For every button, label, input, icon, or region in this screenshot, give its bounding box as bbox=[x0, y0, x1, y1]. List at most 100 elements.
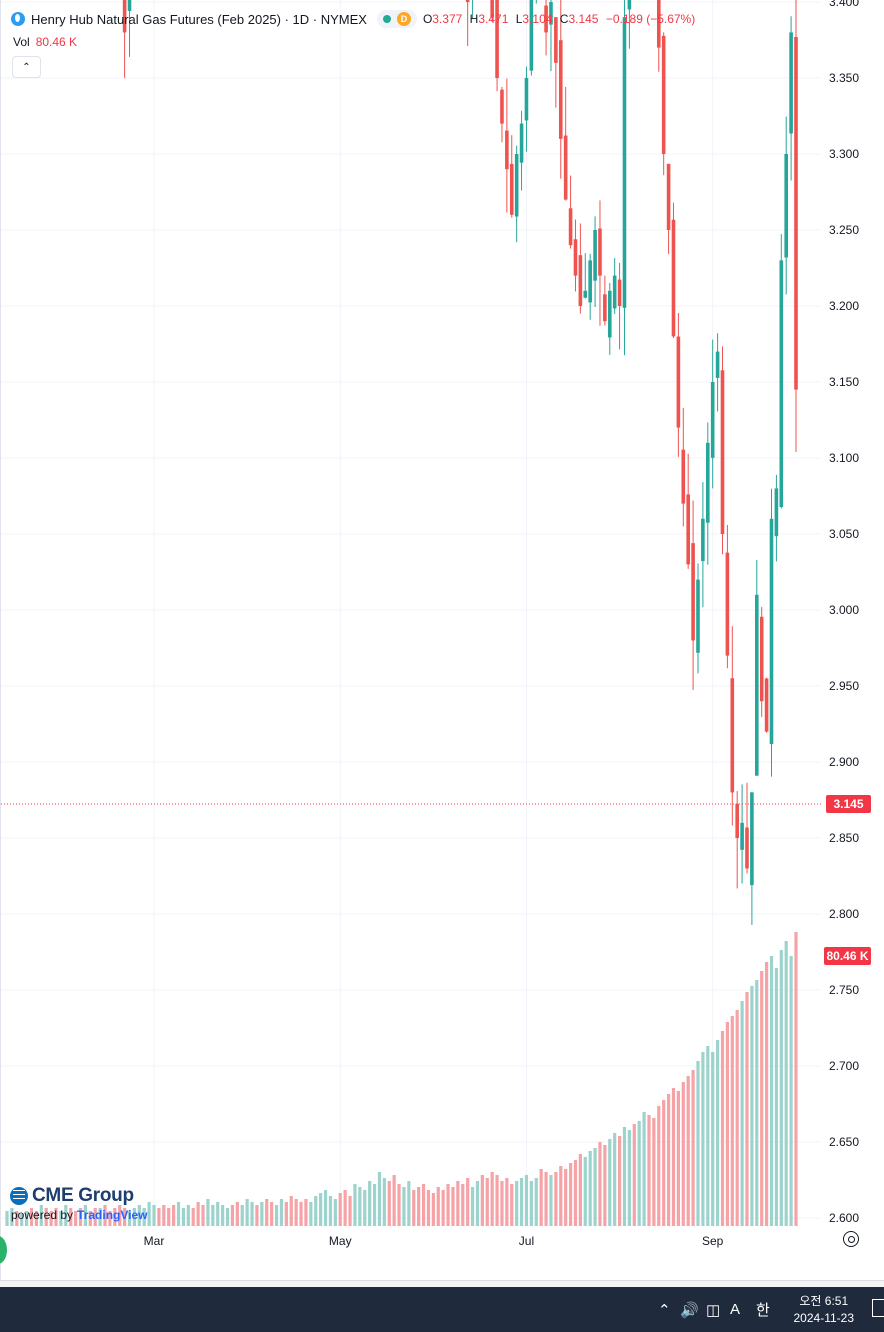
volume-bar bbox=[392, 1175, 396, 1226]
clock-date: 2024-11-23 bbox=[793, 1311, 855, 1325]
market-open-dot-icon bbox=[382, 15, 391, 23]
volume-bar bbox=[779, 950, 783, 1226]
volume-bar bbox=[338, 1193, 342, 1226]
volume-bar bbox=[191, 1208, 195, 1226]
change-value: −0.189 (−5.67%) bbox=[605, 12, 696, 26]
volume-bar bbox=[201, 1205, 205, 1226]
volume-bar bbox=[294, 1199, 298, 1226]
volume-bar bbox=[475, 1181, 480, 1226]
speaker-icon[interactable]: 🔊 bbox=[680, 1301, 699, 1319]
windows-taskbar: ⌃ 🔊 ◫ A 한 오전 6:51 2024-11-23 bbox=[0, 1287, 884, 1332]
volume-bar bbox=[412, 1190, 416, 1226]
candle-body bbox=[558, 40, 563, 139]
volume-bar bbox=[137, 1205, 141, 1226]
volume-bar bbox=[490, 1172, 494, 1226]
volume-bar bbox=[524, 1175, 529, 1226]
candle-body bbox=[715, 351, 720, 378]
cme-logo-text: CME Group bbox=[32, 1185, 134, 1206]
volume-bar bbox=[544, 1172, 548, 1226]
volume-bar bbox=[774, 968, 778, 1226]
side-widget-icon[interactable] bbox=[0, 1236, 7, 1264]
candle-body bbox=[578, 255, 583, 306]
volume-bar bbox=[578, 1154, 582, 1226]
volume-bar bbox=[421, 1184, 426, 1226]
candle-body bbox=[774, 488, 779, 537]
volume-bar bbox=[686, 1076, 690, 1226]
candle-body bbox=[568, 208, 573, 246]
volume-bar bbox=[363, 1190, 367, 1226]
volume-bar bbox=[250, 1202, 254, 1226]
price-tick-label: 2.850 bbox=[829, 831, 859, 845]
volume-bar bbox=[568, 1163, 573, 1226]
volume-bar bbox=[270, 1202, 274, 1226]
volume-bar bbox=[172, 1205, 176, 1226]
tray-chevron-up-icon[interactable]: ⌃ bbox=[658, 1301, 671, 1319]
volume-bar bbox=[25, 1211, 29, 1226]
volume-bar bbox=[10, 1208, 14, 1226]
volume-bar bbox=[495, 1175, 499, 1226]
candlestick-chart[interactable]: 4.1504.1004.0504.0003.9503.9003.8503.800… bbox=[1, 0, 884, 1287]
notification-icon[interactable] bbox=[872, 1299, 884, 1317]
volume-bar bbox=[431, 1193, 435, 1226]
volume-bar bbox=[299, 1202, 303, 1226]
volume-bar bbox=[123, 1208, 127, 1226]
volume-bar bbox=[617, 1136, 622, 1226]
volume-bar bbox=[701, 1052, 705, 1226]
powered-by-tradingview[interactable]: powered by TradingView bbox=[11, 1208, 148, 1222]
candle-body bbox=[754, 594, 759, 776]
volume-bar bbox=[15, 1211, 19, 1226]
candle-body bbox=[779, 260, 784, 507]
candle-body bbox=[627, 0, 632, 10]
last-price-tag: 3.145 bbox=[826, 795, 871, 813]
volume-bar bbox=[461, 1184, 465, 1226]
candle-body bbox=[554, 17, 558, 63]
chart-settings-icon[interactable] bbox=[843, 1231, 859, 1247]
volume-bar bbox=[642, 1112, 646, 1226]
collapse-legend-button[interactable]: ⌃ bbox=[12, 56, 41, 78]
volume-bar bbox=[397, 1184, 401, 1226]
volume-bar bbox=[157, 1208, 161, 1226]
ime-mode[interactable]: A bbox=[730, 1301, 741, 1318]
candle-body bbox=[127, 0, 132, 12]
volume-bar bbox=[216, 1202, 220, 1226]
volume-bar bbox=[304, 1199, 308, 1226]
chart-area[interactable]: 4.1504.1004.0504.0003.9503.9003.8503.800… bbox=[0, 0, 884, 1287]
candle-body bbox=[794, 36, 798, 390]
market-status-pill[interactable]: D bbox=[376, 10, 417, 28]
volume-bar bbox=[740, 1001, 744, 1226]
volume-bar bbox=[382, 1178, 386, 1226]
candle-body bbox=[617, 279, 622, 306]
volume-bar bbox=[730, 1016, 734, 1226]
time-tick-label: May bbox=[329, 1234, 352, 1248]
price-tick-label: 3.400 bbox=[829, 0, 859, 9]
volume-bar bbox=[167, 1208, 171, 1226]
price-tick-label: 2.900 bbox=[829, 755, 859, 769]
price-tick-label: 3.300 bbox=[829, 147, 859, 161]
volume-bar bbox=[235, 1202, 239, 1226]
symbol-logo-icon bbox=[11, 12, 25, 26]
ime-pad-icon[interactable]: ◫ bbox=[706, 1301, 721, 1319]
time-tick-label: Sep bbox=[702, 1234, 724, 1248]
cme-group-logo[interactable]: CME Group bbox=[10, 1185, 134, 1207]
candle-body bbox=[588, 260, 592, 303]
candle-body bbox=[720, 370, 725, 534]
volume-bar bbox=[564, 1169, 568, 1226]
candle-body bbox=[549, 2, 553, 25]
volume-bar bbox=[583, 1157, 587, 1226]
candle-body bbox=[122, 0, 127, 33]
price-tick-label: 2.750 bbox=[829, 983, 859, 997]
ime-korean[interactable]: 한 bbox=[756, 1302, 770, 1319]
candle-body bbox=[676, 336, 681, 428]
taskbar-clock[interactable]: 오전 6:51 2024-11-23 bbox=[794, 1293, 855, 1327]
candle-body bbox=[622, 17, 627, 308]
candle-body bbox=[759, 616, 764, 702]
volume-bar bbox=[211, 1205, 215, 1226]
volume-bar bbox=[108, 1211, 112, 1226]
volume-bar bbox=[152, 1205, 156, 1226]
candle-body bbox=[524, 78, 529, 121]
volume-bar bbox=[534, 1178, 538, 1226]
volume-bar bbox=[343, 1190, 347, 1226]
candle-body bbox=[573, 239, 578, 276]
price-tick-label: 3.350 bbox=[829, 71, 859, 85]
candle-body bbox=[656, 0, 661, 48]
